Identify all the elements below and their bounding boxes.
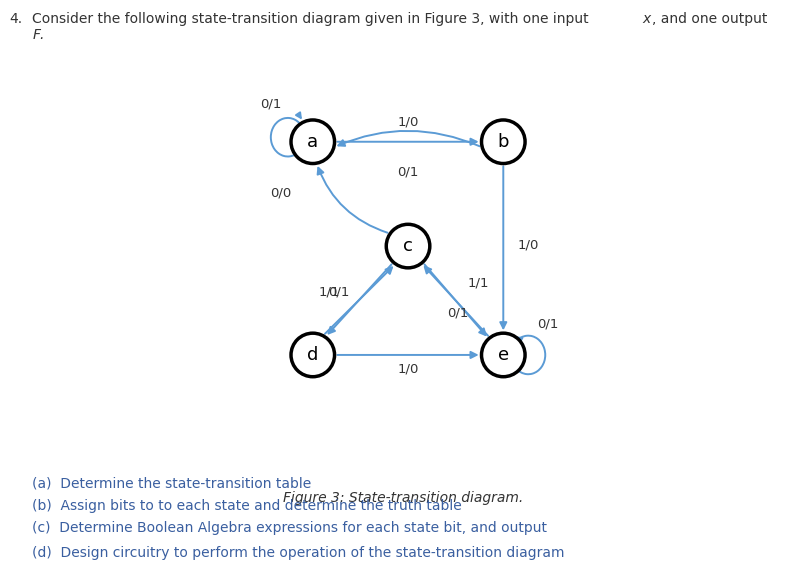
Text: Consider the following state-transition diagram given in Figure 3, with one inpu: Consider the following state-transition …	[32, 12, 593, 27]
Text: , and one output: , and one output	[652, 12, 767, 27]
Circle shape	[482, 120, 525, 163]
Text: 0/1: 0/1	[261, 98, 282, 111]
Text: 1/1: 1/1	[319, 285, 341, 298]
Text: $x$: $x$	[642, 12, 653, 27]
Text: 1/0: 1/0	[397, 362, 419, 375]
Text: 4.: 4.	[10, 12, 23, 27]
Text: Figure 3: State-transition diagram.: Figure 3: State-transition diagram.	[283, 491, 524, 505]
Text: e: e	[498, 346, 509, 364]
Text: b: b	[498, 133, 509, 151]
Text: 1/0: 1/0	[517, 238, 539, 251]
Text: c: c	[404, 237, 413, 255]
Text: d: d	[307, 346, 319, 364]
Text: 1/0: 1/0	[397, 116, 419, 129]
Text: 1/1: 1/1	[467, 277, 489, 290]
Text: (d)  Design circuitry to perform the operation of the state-transition diagram: (d) Design circuitry to perform the oper…	[32, 545, 565, 560]
Circle shape	[291, 120, 335, 163]
Text: a: a	[307, 133, 318, 151]
Text: 0/1: 0/1	[537, 318, 558, 331]
Text: 0/1: 0/1	[397, 166, 419, 179]
Circle shape	[482, 333, 525, 376]
Circle shape	[387, 225, 430, 268]
Text: 0/1: 0/1	[328, 285, 349, 298]
Text: 0/1: 0/1	[447, 306, 469, 319]
Text: 0/0: 0/0	[270, 186, 291, 199]
Text: (b)  Assign bits to to each state and determine the truth table: (b) Assign bits to to each state and det…	[32, 499, 462, 513]
Circle shape	[291, 333, 335, 376]
Text: (c)  Determine Boolean Algebra expressions for each state bit, and output: (c) Determine Boolean Algebra expression…	[32, 521, 547, 535]
Text: $F$.: $F$.	[32, 28, 45, 42]
Text: (a)  Determine the state-transition table: (a) Determine the state-transition table	[32, 476, 312, 490]
